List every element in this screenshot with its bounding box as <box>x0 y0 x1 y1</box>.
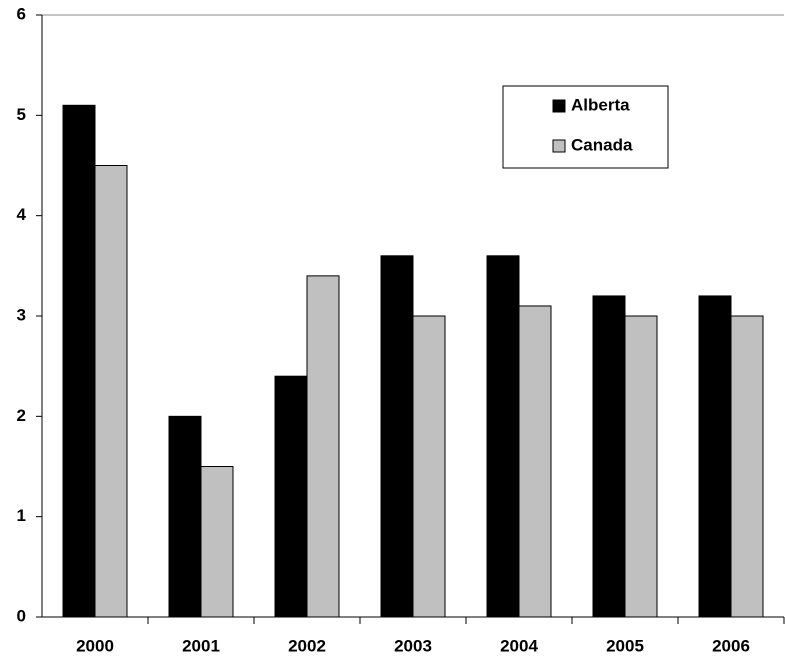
bar <box>306 275 340 618</box>
bar <box>486 255 520 618</box>
legend-label: Canada <box>571 135 633 154</box>
y-tick-label: 5 <box>17 105 26 124</box>
bar <box>94 165 128 618</box>
y-tick-label: 2 <box>17 406 26 425</box>
bar <box>62 104 96 618</box>
y-tick-label: 6 <box>17 4 26 23</box>
bar <box>412 315 446 618</box>
y-tick-label: 3 <box>17 305 26 324</box>
bar <box>730 315 764 618</box>
bar <box>518 305 552 618</box>
x-tick-label: 2006 <box>712 636 750 655</box>
x-tick-label: 2005 <box>606 636 644 655</box>
x-tick-label: 2001 <box>182 636 220 655</box>
legend-box <box>502 85 669 169</box>
bar <box>698 295 732 618</box>
x-tick-label: 2004 <box>500 636 538 655</box>
y-tick-label: 1 <box>17 506 26 525</box>
x-tick-label: 2002 <box>288 636 326 655</box>
x-tick-label: 2003 <box>394 636 432 655</box>
legend-swatch <box>552 139 566 153</box>
y-tick-label: 4 <box>17 205 27 224</box>
legend-swatch <box>552 99 566 113</box>
x-tick-label: 2000 <box>76 636 114 655</box>
bar <box>380 255 414 618</box>
bar <box>274 375 308 618</box>
bar <box>592 295 626 618</box>
legend-label: Alberta <box>571 95 630 114</box>
y-tick-label: 0 <box>17 606 26 625</box>
bar <box>624 315 658 618</box>
bar <box>168 415 202 618</box>
bar <box>200 466 234 618</box>
